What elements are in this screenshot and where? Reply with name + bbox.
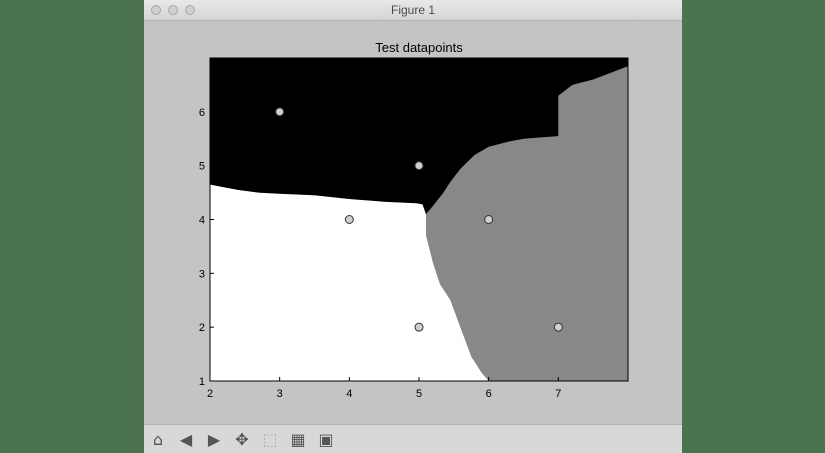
data-point [414,322,424,332]
minimize-window-button[interactable] [168,5,178,15]
window-title: Figure 1 [390,3,436,17]
y-tick-label: 3 [199,268,205,280]
y-tick-label: 5 [199,161,205,173]
x-tick-label: 6 [486,388,492,400]
y-tick-label: 4 [199,215,205,227]
forward-button[interactable]: ▶ [202,428,226,450]
data-point [553,322,563,332]
white-region [210,184,489,381]
home-button[interactable]: ⌂ [146,428,170,450]
x-tick-label: 4 [346,388,352,400]
forward-arrow-icon: ▶ [207,429,221,449]
zoom-window-button[interactable] [185,5,195,15]
zoom-rectangle-icon: ⬚ [262,429,278,449]
subplots-icon: ▦ [290,429,306,449]
chart-title: Test datapoints [375,40,463,55]
pan-button[interactable]: ✥ [230,428,254,450]
x-tick-label: 3 [277,388,283,400]
y-tick-label: 6 [199,107,205,119]
data-point [275,107,285,117]
zoom-button[interactable]: ⬚ [258,428,282,450]
configure-subplots-button[interactable]: ▦ [286,428,310,450]
pan-arrows-icon: ✥ [235,429,249,449]
data-point [414,161,424,171]
home-icon: ⌂ [152,429,164,449]
close-window-button[interactable] [151,5,161,15]
y-tick-label: 2 [199,322,205,334]
black-region [210,58,628,215]
save-disk-icon: ▣ [318,429,334,449]
x-tick-label: 7 [555,388,561,400]
back-arrow-icon: ◀ [179,429,193,449]
navigation-toolbar: ⌂ ◀ ▶ ✥ ⬚ ▦ ▣ [144,424,682,453]
x-tick-label: 2 [207,388,213,400]
data-point [344,215,354,224]
figure-canvas[interactable]: 2 3 4 5 6 7 1 2 3 4 5 6 Test datapoints [144,21,682,421]
data-point [484,215,494,224]
y-tick-label: 1 [199,376,205,388]
back-button[interactable]: ◀ [174,428,198,450]
save-button[interactable]: ▣ [314,428,338,450]
title-bar[interactable]: Figure 1 [144,0,682,21]
figure-window: Figure 1 2 3 4 5 6 7 1 2 3 4 5 6 Test datapoints ⌂ ◀ ▶… [144,0,682,453]
x-tick-label: 5 [416,388,422,400]
